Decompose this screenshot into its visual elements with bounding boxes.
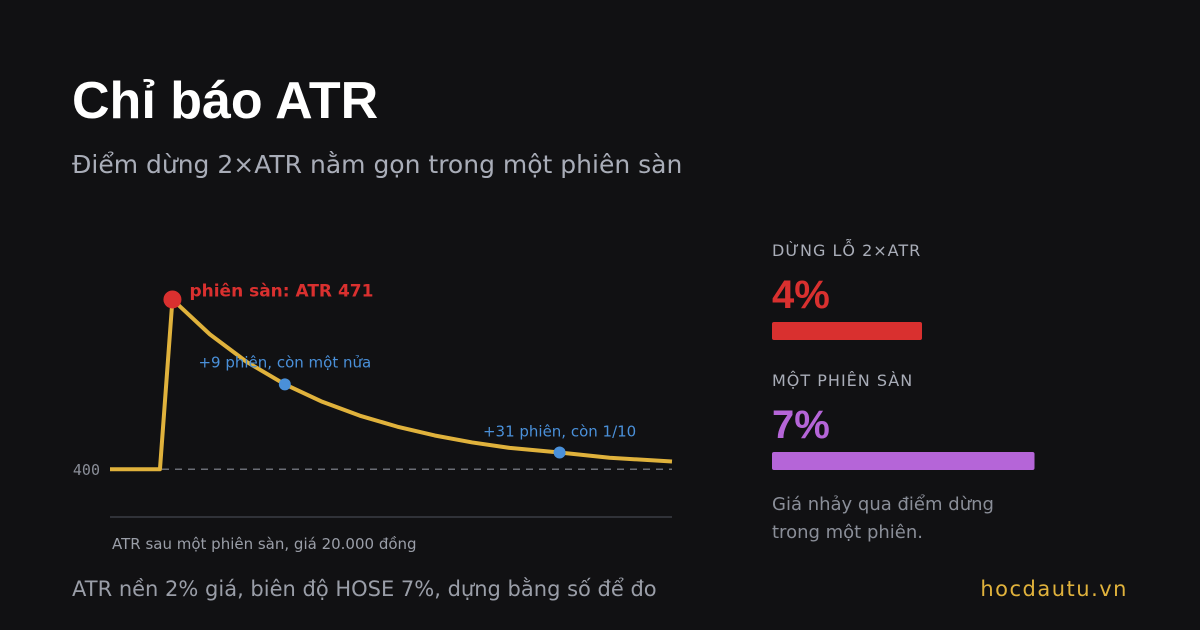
subtitle: Điểm dừng 2×ATR nằm gọn trong một phiên … (72, 150, 682, 179)
title: Chỉ báo ATR (72, 72, 378, 130)
brand: hocdautu.vn (980, 577, 1128, 601)
stat-label: DỪNG LỖ 2×ATR (772, 239, 921, 260)
stat-bar (772, 452, 1035, 470)
annotation-label: phiên sàn: ATR 471 (189, 281, 373, 301)
annotation-point (553, 446, 566, 459)
annotation-point (163, 290, 182, 309)
annotation-label: +31 phiên, còn 1/10 (483, 422, 636, 440)
annotation-point (278, 378, 291, 391)
annotation-label: +9 phiên, còn một nửa (198, 353, 371, 371)
x-axis-label: ATR sau một phiên sàn, giá 20.000 đồng (112, 535, 417, 553)
line (110, 297, 673, 472)
stat-value: 4% (772, 273, 830, 317)
stat-label: MỘT PHIÊN SÀN (772, 371, 913, 390)
note: trong một phiên. (772, 522, 923, 543)
footer: ATR nền 2% giá, biên độ HOSE 7%, dựng bằ… (72, 577, 657, 601)
y-tick-label: 400 (73, 461, 100, 479)
note: Giá nhảy qua điểm dừng (772, 494, 994, 515)
stat-bar (772, 322, 922, 340)
stat-value: 7% (772, 403, 830, 447)
